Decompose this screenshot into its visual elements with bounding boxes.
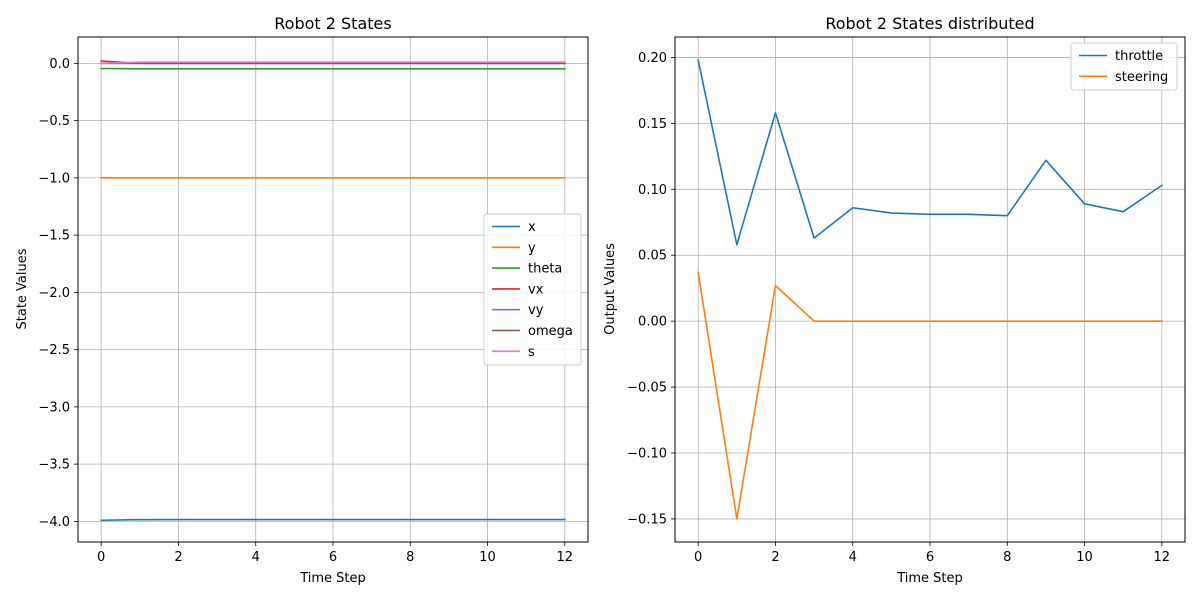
- legend-label-theta: theta: [528, 262, 562, 277]
- y-axis-title: Output Values: [603, 243, 618, 335]
- x-tick-label: 6: [329, 550, 337, 565]
- x-tick-label: 12: [1154, 550, 1171, 565]
- y-tick-label: −0.15: [627, 512, 667, 527]
- x-axis-title: Time Step: [299, 571, 366, 586]
- chart-title: Robot 2 States distributed: [825, 14, 1034, 33]
- y-tick-label: 0.10: [638, 183, 667, 198]
- y-tick-label: −1.5: [38, 229, 70, 244]
- x-tick-label: 10: [1076, 550, 1093, 565]
- y-tick-label: −0.5: [38, 114, 70, 129]
- series-line-x: [100, 518, 566, 522]
- legend-label-vy: vy: [528, 303, 544, 318]
- x-tick-label: 8: [1003, 550, 1011, 565]
- y-tick-label: −1.0: [38, 171, 70, 186]
- y-tick-label: −2.5: [38, 343, 70, 358]
- y-tick-label: 0.0: [49, 57, 70, 72]
- x-tick-label: 10: [479, 550, 496, 565]
- y-tick-label: −3.5: [38, 458, 70, 473]
- series-line-s: [100, 61, 566, 65]
- y-tick-label: 0.00: [638, 315, 667, 330]
- legend-label-throttle: throttle: [1115, 49, 1163, 64]
- x-tick-label: 4: [849, 550, 857, 565]
- y-tick-label: −2.0: [38, 286, 70, 301]
- legend: throttle steering: [1070, 42, 1178, 91]
- legend-label-x: x: [528, 220, 536, 235]
- x-tick-label: 2: [174, 550, 182, 565]
- legend-box: [483, 213, 582, 366]
- series-line-throttle: [697, 59, 1163, 246]
- series-lines: [697, 59, 1163, 520]
- y-tick-label: 0.05: [638, 249, 667, 264]
- y-axis-title: State Values: [15, 248, 30, 329]
- x-tick-label: 8: [406, 550, 414, 565]
- legend-label-y: y: [528, 241, 536, 256]
- legend: xy theta vx vy omega s: [483, 213, 582, 366]
- legend-label-vx: vx: [528, 282, 544, 297]
- series-lines: [100, 60, 566, 522]
- x-tick-label: 4: [252, 550, 260, 565]
- chart-title: Robot 2 States: [274, 14, 391, 33]
- y-tick-label: 0.20: [638, 51, 667, 66]
- y-tick-label: −0.10: [627, 446, 667, 461]
- x-tick-label: 2: [771, 550, 779, 565]
- axis-ticks: 0 2 4 6 8 10 12 0.0 −0.5 −1.0 −1.5 −2.0 −2.5 −3.0 −3.5…: [38, 57, 573, 565]
- x-tick-label: 0: [694, 550, 702, 565]
- x-tick-label: 0: [97, 550, 105, 565]
- legend-label-s: s: [528, 345, 535, 360]
- y-tick-label: −4.0: [38, 515, 70, 530]
- chart-robot-2-states-distributed: Robot 2 States distributed 0 2 4 6 8 10 12 0.20…: [603, 14, 1186, 586]
- y-tick-label: −3.0: [38, 400, 70, 415]
- y-tick-label: −0.05: [627, 381, 667, 396]
- legend-label-omega: omega: [528, 324, 573, 339]
- y-tick-label: 0.15: [638, 117, 667, 132]
- axis-ticks: 0 2 4 6 8 10 12 0.20 0.15 0.10 0.05 0.00 −0.05 −0.10 −…: [627, 51, 1170, 565]
- legend-label-steering: steering: [1115, 70, 1168, 85]
- x-tick-label: 6: [926, 550, 934, 565]
- series-line-steering: [697, 271, 1163, 520]
- x-tick-label: 12: [557, 550, 574, 565]
- chart-robot-2-states: Robot 2 States 0 2 4 6 8 10 12 0.0 −0.5 −1.0 −1.5 −…: [15, 14, 589, 586]
- x-axis-title: Time Step: [896, 571, 963, 586]
